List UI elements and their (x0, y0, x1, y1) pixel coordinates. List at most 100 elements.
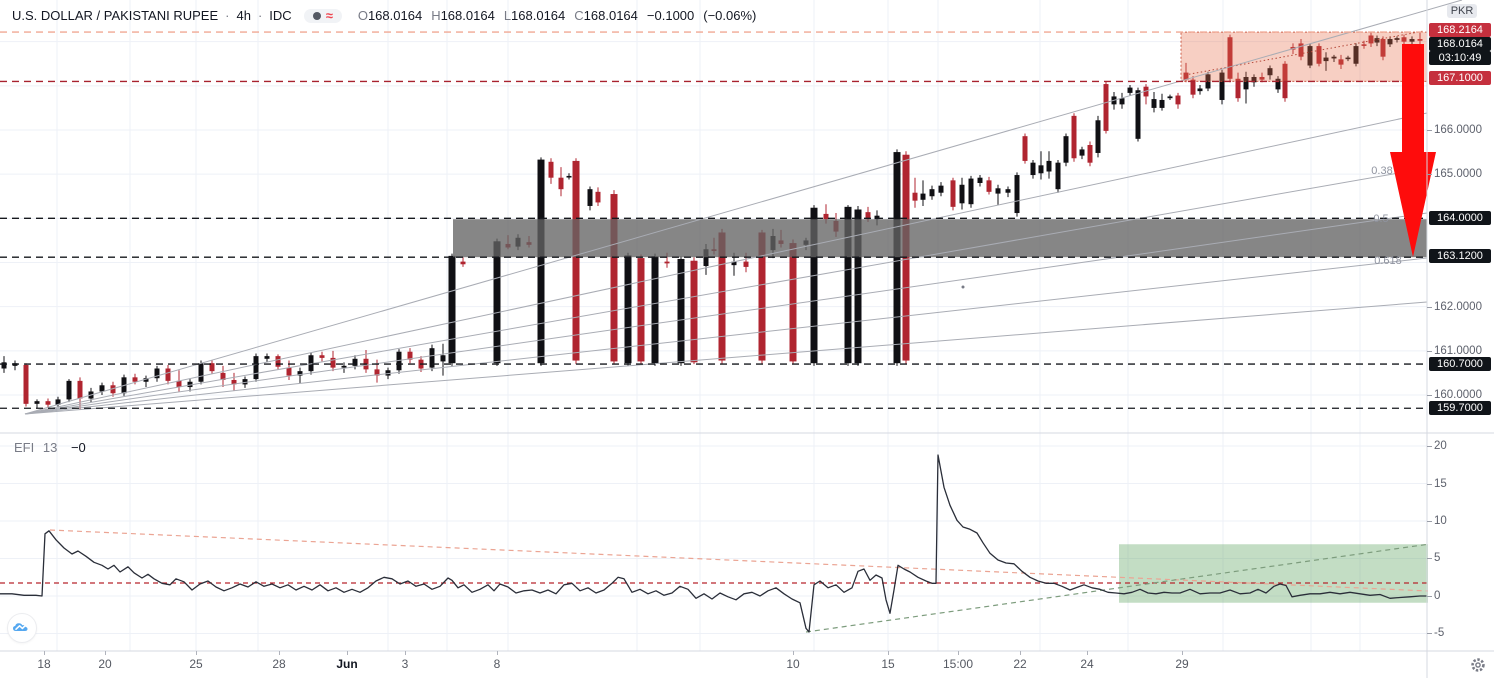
time-axis-label: 10 (786, 657, 800, 671)
candle-body (1, 362, 7, 369)
price-badge: 167.1000 (1429, 71, 1491, 85)
candle-body (352, 358, 358, 366)
candle-body (1380, 39, 1386, 57)
candle-body (1323, 57, 1329, 62)
candle-body (664, 261, 670, 264)
candle-body (854, 209, 862, 364)
trend-line (24, 301, 1428, 415)
ohlc-readout: O168.0164 H168.0164 L168.0164 C168.0164 … (358, 8, 757, 23)
candle-body (1316, 46, 1322, 64)
candle-body (938, 185, 944, 193)
candle-body (1374, 38, 1380, 43)
candle-body (176, 380, 182, 388)
gray-zone (453, 219, 1427, 258)
candle-body (1345, 57, 1351, 60)
candle-body (330, 357, 336, 368)
low-value: 168.0164 (511, 8, 566, 23)
time-axis-tick (1020, 651, 1021, 655)
price-badge: 163.1200 (1429, 249, 1491, 263)
candle-body (690, 260, 698, 363)
price-axis-label: -5 (1434, 627, 1445, 639)
price-axis-label: 15 (1434, 478, 1447, 490)
price-axis-tick (1427, 558, 1432, 559)
candle-body (1151, 99, 1157, 108)
indicator-header[interactable]: EFI 13 −0 (14, 440, 86, 455)
candle-body (637, 258, 645, 362)
candle-body (558, 177, 564, 190)
data-mode-pill[interactable]: ≈ (303, 7, 342, 23)
time-axis-label: 18 (37, 657, 51, 671)
time-axis-label: 3 (401, 657, 409, 671)
candle-body (865, 212, 871, 220)
candle-body (1338, 59, 1344, 65)
candle-body (1298, 43, 1304, 57)
gear-icon (1471, 658, 1485, 672)
symbol-header[interactable]: U.S. DOLLAR / PAKISTANI RUPEE · 4h · IDC… (12, 8, 756, 23)
candle-body (1135, 90, 1141, 139)
candle-body (995, 188, 1001, 194)
price-axis-tick (1427, 633, 1432, 634)
candle-body (143, 378, 149, 382)
candle-body (651, 256, 659, 364)
candle-body (231, 379, 237, 385)
candle-body (1159, 99, 1165, 108)
time-axis-label: 22 (1013, 657, 1027, 671)
candle-body (319, 355, 325, 358)
data-dot-icon (312, 11, 321, 20)
candle-body (1190, 79, 1196, 95)
pane-logo-button[interactable] (7, 613, 37, 643)
candle-body (1079, 149, 1085, 156)
candle-body (731, 261, 737, 266)
time-axis-tick (888, 651, 889, 655)
trend-line (24, 112, 1428, 415)
candle-body (1275, 78, 1281, 90)
time-axis-tick (958, 651, 959, 655)
candle-body (810, 207, 818, 364)
candle-body (548, 161, 554, 178)
change-percent: (−0.06%) (703, 8, 757, 23)
candle-body (1417, 39, 1423, 41)
candle-body (977, 177, 983, 183)
price-axis-tick (1427, 174, 1432, 175)
separator-dot: · (257, 8, 263, 23)
candle-body (1095, 120, 1101, 153)
timezone-settings-button[interactable] (1468, 655, 1488, 675)
candle-body (959, 184, 965, 204)
time-axis-tick (1182, 651, 1183, 655)
price-badge: 168.2164 (1429, 23, 1491, 37)
candle-body (986, 180, 992, 192)
price-badge: 168.0164 (1429, 37, 1491, 51)
indicator-param: 13 (42, 440, 58, 455)
candle-body (1361, 44, 1367, 46)
candle-body (66, 380, 72, 400)
time-axis-label: Jun (336, 657, 358, 671)
delayed-data-icon: ≈ (325, 7, 333, 23)
candle-body (209, 363, 215, 372)
candle-body (950, 180, 956, 207)
candle-body (1175, 95, 1181, 105)
candle-body (703, 249, 709, 267)
candle-body (595, 191, 601, 203)
candle-body (718, 232, 726, 361)
fib-ratio-label: 0.618 (1374, 255, 1402, 267)
candle-body (1030, 162, 1036, 176)
low-label: L (503, 8, 512, 23)
candle-body (624, 255, 632, 364)
candle-body (1331, 56, 1337, 59)
candle-body (198, 363, 204, 382)
candle-body (253, 356, 259, 380)
time-axis-tick (1087, 651, 1088, 655)
candle-body (110, 385, 116, 394)
separator-dot: · (225, 8, 230, 23)
open-label: O (357, 8, 368, 23)
price-axis-label: 166.0000 (1434, 124, 1482, 136)
indicator-trend-line (805, 543, 1429, 633)
candle-body (572, 160, 580, 361)
candle-body (610, 194, 618, 362)
candle-body (929, 189, 935, 197)
candle-body (893, 152, 901, 364)
price-axis-label: 160.0000 (1434, 389, 1482, 401)
candle-body (1127, 87, 1133, 93)
candle-body (1014, 175, 1020, 214)
